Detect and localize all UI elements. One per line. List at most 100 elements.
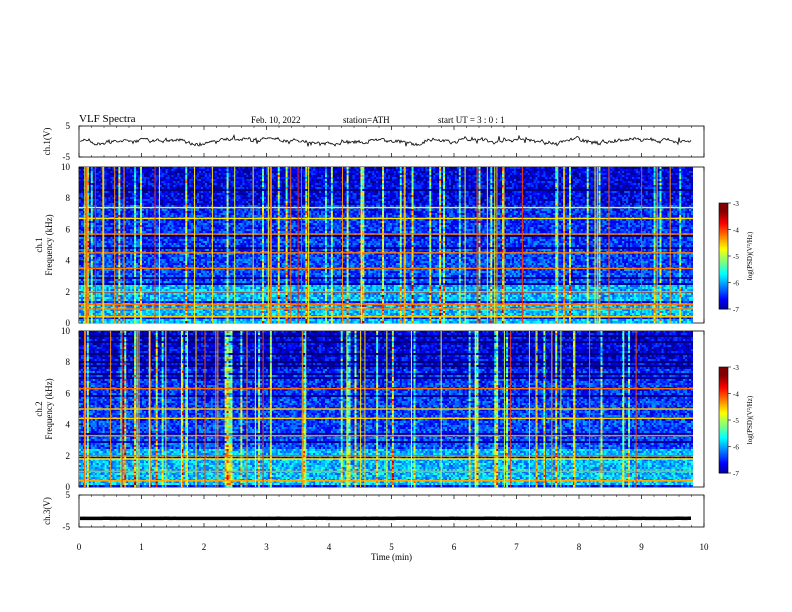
- x-tick-label: 9: [639, 542, 644, 552]
- colorbar-step: [719, 254, 728, 257]
- colorbar-step: [719, 460, 728, 463]
- y-tick-label: -5: [63, 522, 71, 532]
- colorbar-tick-label: -5: [733, 253, 739, 261]
- colorbar-step: [719, 418, 728, 421]
- colorbar-step: [719, 386, 728, 389]
- colorbar-step: [719, 414, 728, 417]
- colorbar-step: [719, 367, 728, 370]
- chart-title: VLF Spectra: [79, 113, 136, 125]
- colorbar-step: [719, 296, 728, 299]
- colorbar-step: [719, 243, 728, 246]
- colorbar-step: [719, 465, 728, 469]
- colorbar-step: [719, 420, 728, 423]
- colorbar-step: [719, 307, 728, 310]
- colorbar-step: [719, 462, 728, 465]
- colorbar-step: [719, 227, 728, 230]
- colorbar-step: [719, 266, 728, 269]
- ch1-spectrogram-heatmap: [79, 167, 694, 324]
- colorbar-step: [719, 220, 728, 223]
- colorbar-step: [719, 405, 728, 409]
- colorbar-step: [719, 282, 728, 285]
- colorbar-step: [719, 284, 728, 287]
- x-tick-label: 8: [577, 542, 582, 552]
- colorbar-step: [719, 421, 728, 425]
- colorbar-step: [719, 437, 728, 440]
- colorbar-step: [719, 225, 728, 229]
- x-tick-label: 2: [202, 542, 207, 552]
- colorbar-step: [719, 222, 728, 225]
- ch2-spectrogram-colorbar-label: log(PSD)(V²/Hz): [746, 395, 754, 444]
- colorbar-step: [719, 233, 728, 236]
- colorbar-step: [719, 444, 728, 447]
- colorbar-step: [719, 451, 728, 455]
- colorbar-tick-label: -4: [733, 391, 739, 399]
- colorbar-step: [719, 278, 728, 282]
- colorbar-step: [719, 236, 728, 239]
- y-tick-label: 10: [61, 326, 71, 336]
- colorbar-step: [719, 286, 728, 289]
- colorbar-step: [719, 435, 728, 439]
- colorbar-step: [719, 374, 728, 377]
- colorbar-step: [719, 248, 728, 252]
- colorbar-step: [719, 442, 728, 446]
- colorbar-step: [719, 303, 728, 306]
- colorbar-step: [719, 416, 728, 419]
- colorbar-step: [719, 427, 728, 430]
- colorbar-tick-label: -6: [733, 280, 739, 288]
- y-tick-label: -5: [63, 152, 71, 162]
- y-tick-label: 0: [66, 482, 71, 492]
- colorbar-step: [719, 397, 728, 400]
- colorbar-step: [719, 252, 728, 255]
- ch1-waveform-ylabel: ch.1(V): [42, 128, 52, 156]
- colorbar-step: [719, 464, 728, 467]
- colorbar-step: [719, 368, 728, 372]
- no-data-region: [693, 331, 704, 487]
- colorbar-step: [719, 224, 728, 227]
- colorbar-step: [719, 210, 728, 213]
- ch1-spectrogram-ylabel: Frequency (kHz): [44, 214, 54, 275]
- colorbar-step: [719, 398, 728, 402]
- colorbar-step: [719, 256, 728, 259]
- colorbar-step: [719, 259, 728, 262]
- colorbar-tick-label: -6: [733, 444, 739, 452]
- x-tick-label: 7: [514, 542, 519, 552]
- colorbar-step: [719, 379, 728, 382]
- colorbar-step: [719, 400, 728, 403]
- colorbar-step: [719, 289, 728, 292]
- colorbar-tick-label: -7: [733, 470, 739, 478]
- y-tick-label: 6: [66, 224, 71, 234]
- colorbar-step: [719, 245, 728, 248]
- colorbar-step: [719, 217, 728, 220]
- ch1-waveform-trace: [79, 133, 692, 147]
- y-tick-label: 8: [66, 357, 71, 367]
- colorbar-step: [719, 384, 728, 387]
- colorbar-tick-label: -4: [733, 227, 739, 235]
- colorbar-step: [719, 430, 728, 433]
- colorbar-step: [719, 467, 728, 470]
- no-data-region: [693, 167, 704, 323]
- colorbar-step: [719, 270, 728, 273]
- start-time-label: start UT = 3 : 0 : 1: [438, 115, 505, 125]
- ch1-spectrogram-channel-label: ch.1: [34, 237, 44, 252]
- y-tick-label: 2: [66, 287, 71, 297]
- colorbar-step: [719, 388, 728, 391]
- colorbar-step: [719, 294, 728, 298]
- y-tick-label: 8: [66, 193, 71, 203]
- colorbar-step: [719, 411, 728, 414]
- colorbar-step: [719, 263, 728, 266]
- x-tick-label: 0: [77, 542, 82, 552]
- colorbar-step: [719, 389, 728, 393]
- y-tick-label: 4: [66, 420, 71, 430]
- colorbar-step: [719, 446, 728, 449]
- colorbar-step: [719, 395, 728, 398]
- colorbar-step: [719, 208, 728, 211]
- colorbar-step: [719, 458, 728, 462]
- colorbar-step: [719, 291, 728, 294]
- colorbar-step: [719, 393, 728, 396]
- y-tick-label: 2: [66, 451, 71, 461]
- colorbar-step: [719, 402, 728, 405]
- colorbar-step: [719, 428, 728, 432]
- colorbar-step: [719, 305, 728, 308]
- colorbar-step: [719, 218, 728, 222]
